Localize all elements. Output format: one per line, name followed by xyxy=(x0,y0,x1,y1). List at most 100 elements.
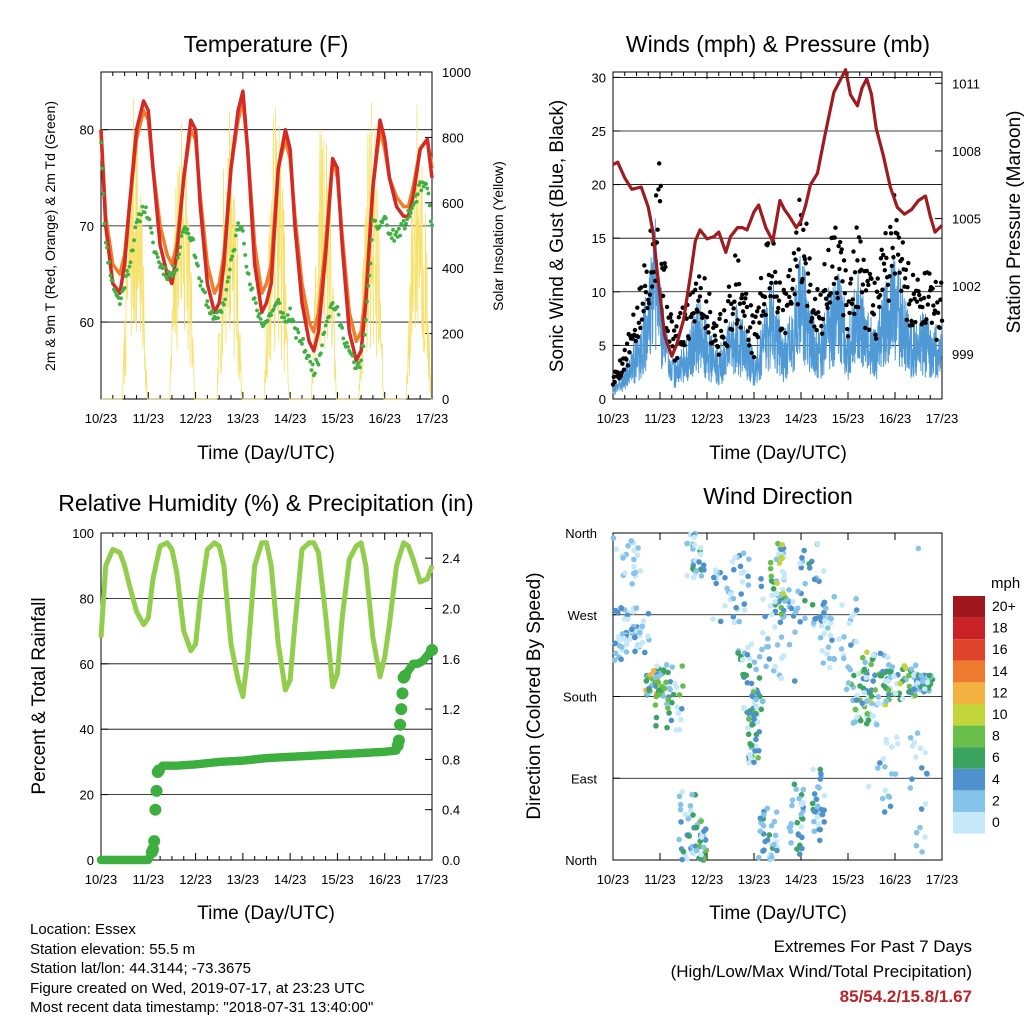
gust-point xyxy=(929,320,935,325)
direction-point xyxy=(809,601,816,608)
gust-point xyxy=(849,301,855,306)
gust-point xyxy=(806,289,812,294)
temperature-xtick-label: 12/23 xyxy=(179,411,212,426)
direction-point xyxy=(796,795,802,802)
gust-point xyxy=(645,305,650,311)
direction-point xyxy=(827,632,834,638)
dewpoint-point xyxy=(424,182,428,186)
dewpoint-point xyxy=(105,245,109,250)
colorbar-unit: mph xyxy=(991,575,1020,592)
gust-point xyxy=(927,271,932,276)
direction-point xyxy=(811,791,818,797)
direction-point xyxy=(798,564,805,571)
dewpoint-point xyxy=(410,206,414,211)
direction-point xyxy=(818,806,825,813)
gust-point xyxy=(736,258,741,263)
dewpoint-point xyxy=(341,336,346,341)
gust-point xyxy=(809,316,815,321)
direction-point xyxy=(665,669,671,676)
gust-point xyxy=(726,284,732,289)
gust-point xyxy=(794,264,800,269)
dewpoint-point xyxy=(144,205,148,210)
dewpoint-point xyxy=(222,302,226,307)
direction-point xyxy=(873,721,880,728)
direction-point xyxy=(913,842,920,849)
direction-point xyxy=(691,542,698,548)
gust-point xyxy=(787,294,792,300)
gust-point xyxy=(841,312,846,318)
gust-point xyxy=(916,289,921,294)
direction-point xyxy=(918,765,925,771)
gust-point xyxy=(786,274,791,279)
gust-point xyxy=(740,309,746,314)
direction-point xyxy=(696,559,702,565)
direction-xlabel: Time (Day/UTC) xyxy=(709,903,847,924)
direction-point xyxy=(676,793,683,800)
dewpoint-point xyxy=(344,340,349,345)
direction-point xyxy=(773,556,780,563)
direction-point xyxy=(677,806,684,813)
direction-point xyxy=(772,624,778,630)
gust-point xyxy=(815,287,820,292)
direction-point xyxy=(767,559,774,566)
direction-point xyxy=(730,613,737,620)
dewpoint-point xyxy=(149,230,154,235)
gust-point xyxy=(882,268,888,273)
precipitation-point xyxy=(396,687,409,700)
gust-point xyxy=(718,328,724,334)
direction-point xyxy=(623,641,630,648)
gust-point xyxy=(670,344,675,349)
dewpoint-point xyxy=(127,264,132,269)
gust-point xyxy=(743,296,748,301)
gust-point xyxy=(678,310,683,316)
gust-point xyxy=(744,304,750,310)
temperature-panel: Temperature (F) 2m & 9m T (Red, Orange) … xyxy=(42,31,506,464)
dewpoint-point xyxy=(119,296,123,301)
dewpoint-point xyxy=(223,297,228,302)
direction-point xyxy=(862,659,868,666)
direction-ytick-label: North xyxy=(565,526,597,541)
gust-point xyxy=(843,268,848,273)
dewpoint-point xyxy=(373,218,378,223)
extremes-subtitle: (High/Low/Max Wind/Total Precipitation) xyxy=(670,962,972,981)
direction-point xyxy=(631,563,637,570)
direction-point xyxy=(857,717,864,724)
gust-point xyxy=(925,302,931,307)
speed-colorbar: 20+ 18 16 14 12 10 8 6 4 2 0 xyxy=(953,596,1016,834)
direction-point xyxy=(882,678,889,685)
dewpoint-point xyxy=(248,282,252,287)
temperature-title: Temperature (F) xyxy=(184,31,349,57)
temperature-xtick-label: 10/23 xyxy=(85,411,118,426)
gust-point xyxy=(906,260,911,266)
dewpoint-point xyxy=(113,289,118,294)
gust-point xyxy=(934,337,939,343)
dewpoint-point xyxy=(346,344,350,349)
direction-point xyxy=(741,607,748,613)
gust-point xyxy=(646,301,652,306)
temperature-ytick-label: 70 xyxy=(80,219,94,234)
gust-point xyxy=(723,318,728,324)
direction-point xyxy=(700,844,707,851)
gust-point xyxy=(872,280,877,285)
gust-point xyxy=(850,297,855,302)
gust-point xyxy=(739,295,744,301)
winds-y2tick-label: 1002 xyxy=(952,279,981,294)
gust-point xyxy=(765,241,771,246)
winds-y2tick-label: 999 xyxy=(952,347,974,362)
humidity-ytick-label: 80 xyxy=(80,591,94,606)
direction-xtick-label: 13/23 xyxy=(738,872,771,887)
direction-point xyxy=(687,807,694,814)
humidity-xtick-label: 10/23 xyxy=(85,872,118,887)
dewpoint-point xyxy=(126,272,131,277)
direction-point xyxy=(751,716,757,722)
direction-point xyxy=(877,760,883,766)
direction-point xyxy=(788,605,795,612)
dewpoint-point xyxy=(171,263,176,268)
direction-point xyxy=(853,607,860,613)
gust-point xyxy=(885,282,891,288)
gust-point xyxy=(741,300,747,306)
gust-point xyxy=(895,231,900,236)
direction-point xyxy=(872,672,878,679)
winds-ytick-label: 20 xyxy=(592,178,606,193)
gust-point xyxy=(856,235,862,240)
